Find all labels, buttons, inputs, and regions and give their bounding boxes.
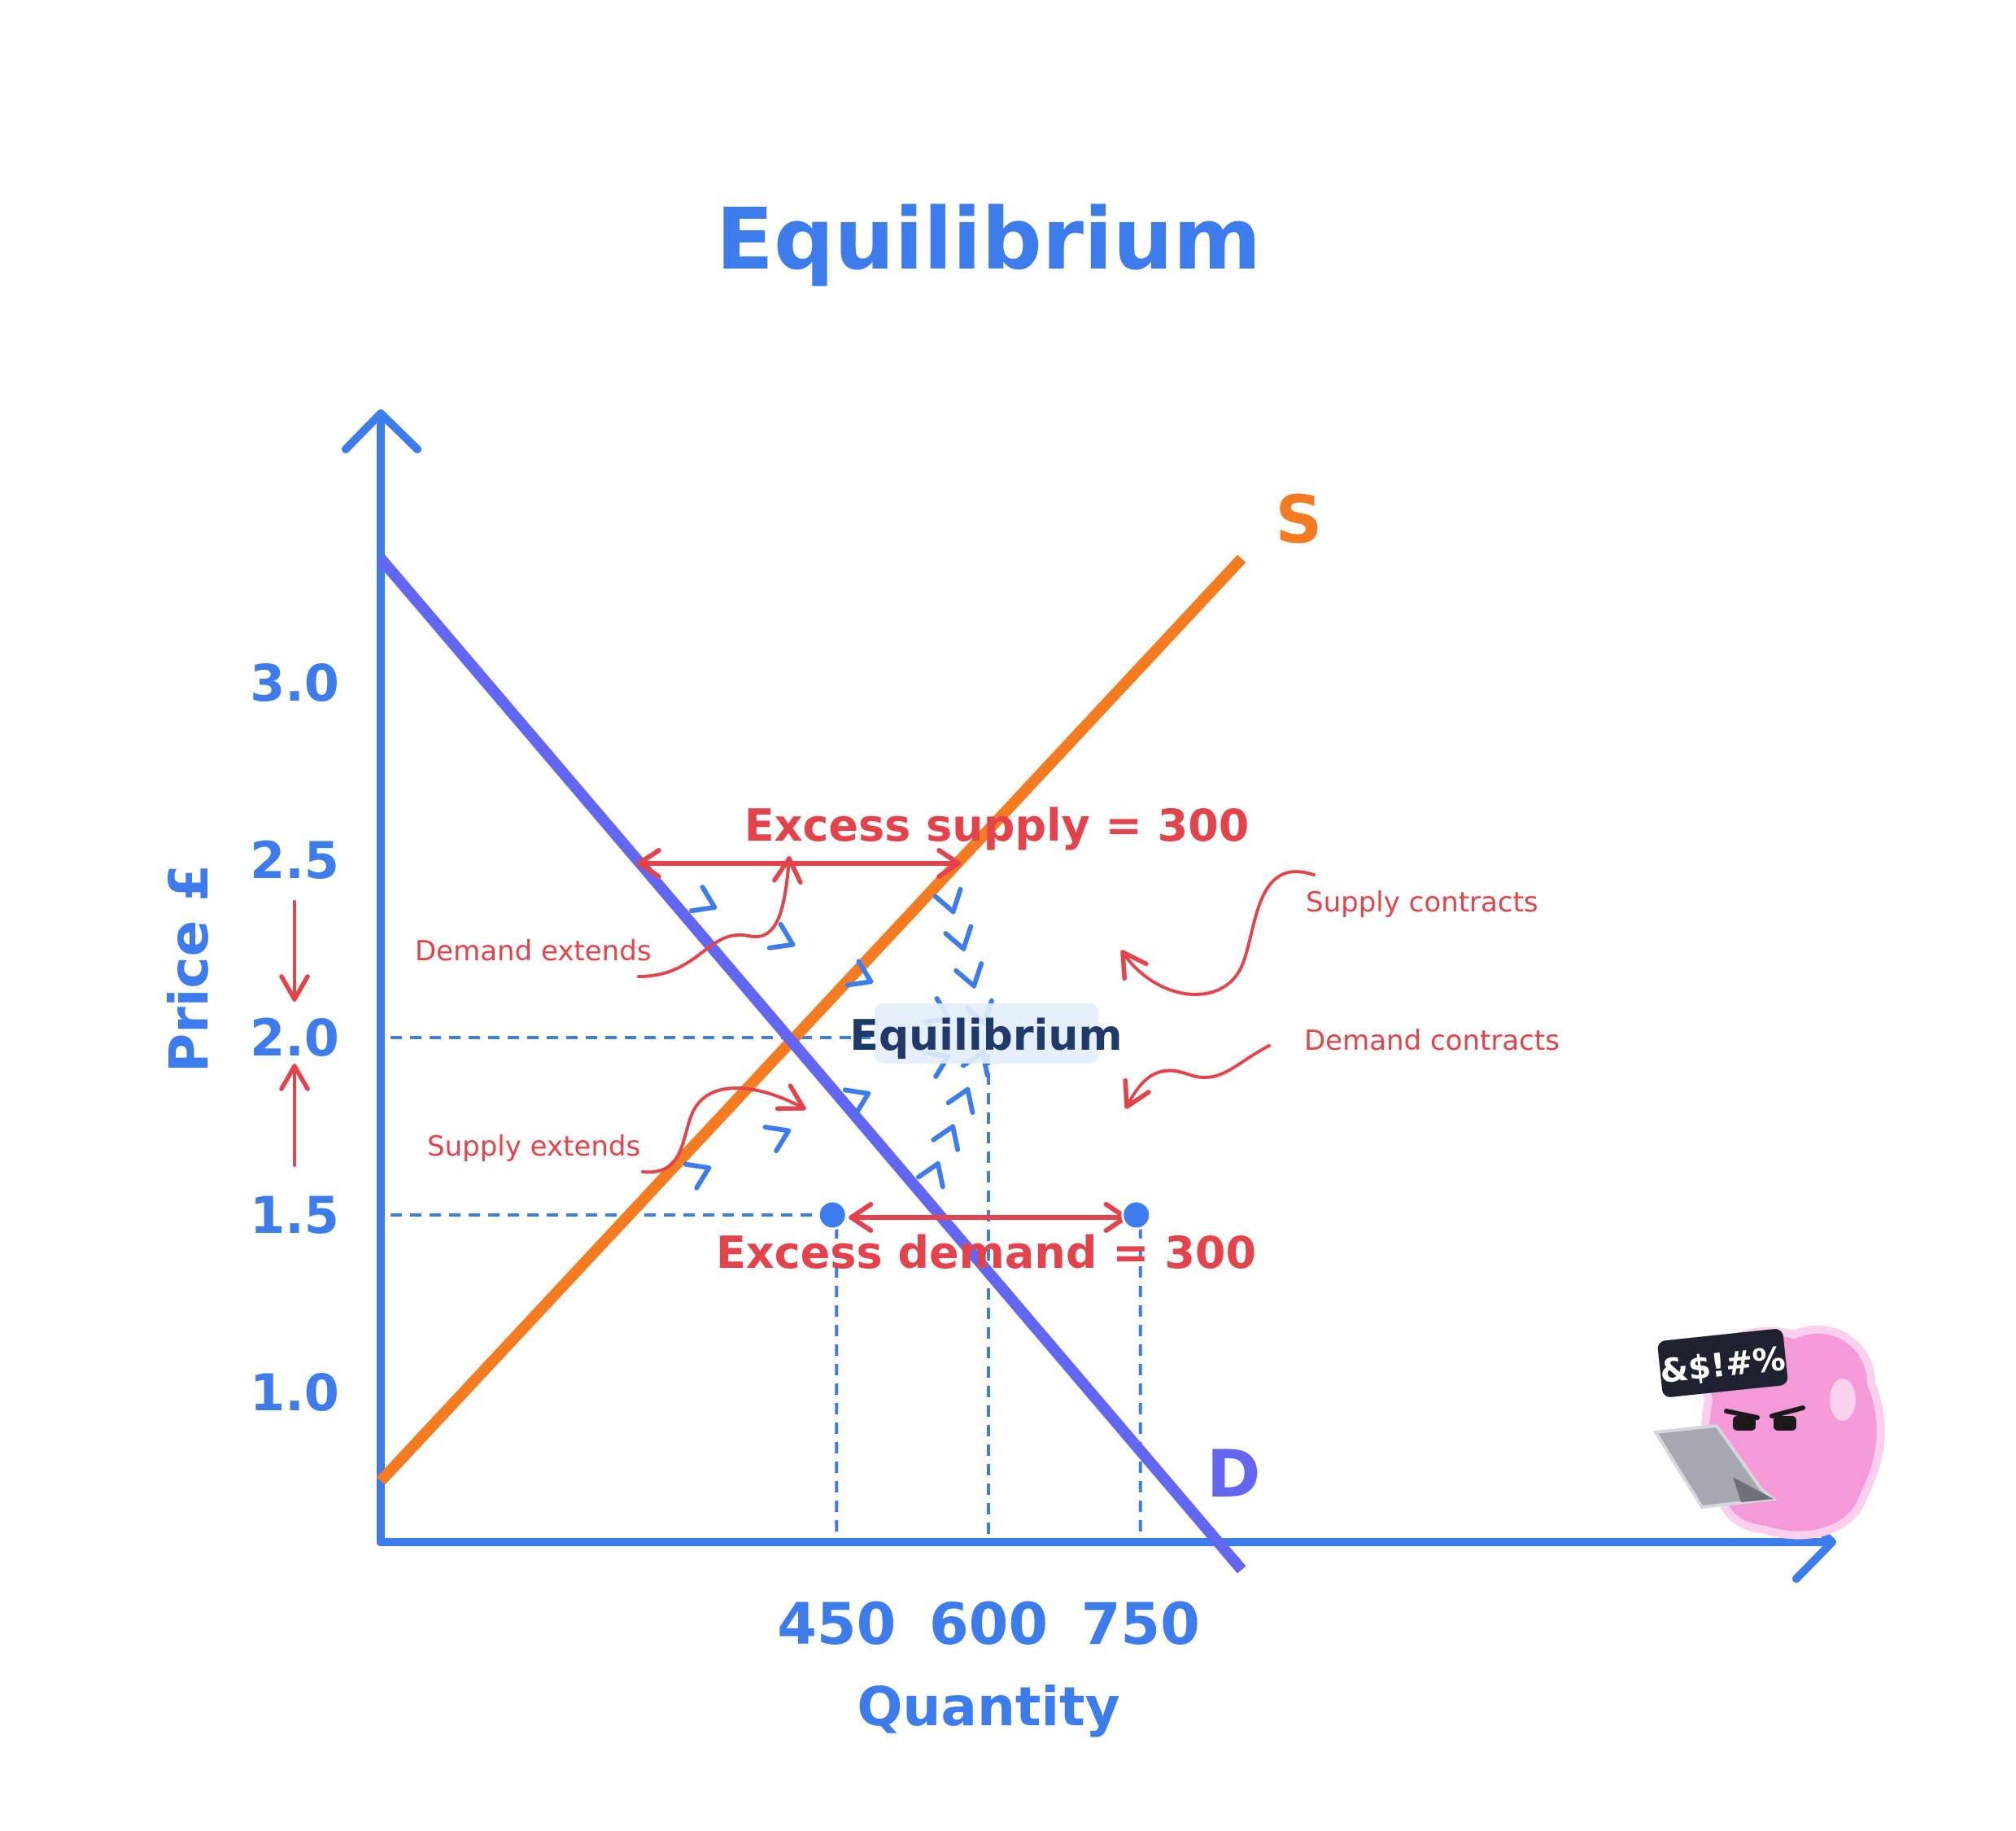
- mascot-highlight: [1830, 1379, 1856, 1421]
- tick-labels: 450 600 750 1.0 1.5 2.0 2.5 3.0: [250, 653, 1200, 1658]
- demand-contracts-arrow-icon: [945, 1086, 975, 1115]
- curves: SD: [376, 482, 1322, 1574]
- excess-markers: Excess supply = 300 Excess demand = 300: [636, 800, 1256, 1278]
- points: [817, 1200, 1152, 1230]
- chart-title: Equilibrium: [716, 190, 1261, 289]
- y-tick-label: 2.0: [250, 1008, 339, 1068]
- annotation-demand-contracts-arrow: [1123, 1044, 1271, 1109]
- annotation-supply-contracts: Supply contracts: [1306, 886, 1538, 919]
- y-axis-arrow-icon: [342, 409, 421, 453]
- annotation-demand-extends: Demand extends: [415, 935, 652, 968]
- supply-curve-label: S: [1275, 482, 1322, 557]
- excess-demand-arrow-left-head: [849, 1202, 874, 1233]
- supply-extends-arrow-icon: [683, 1161, 712, 1191]
- excess-supply-arrow-left-head: [636, 848, 661, 879]
- excess-demand-label: Excess demand = 300: [716, 1227, 1256, 1278]
- demand-extends-arrow-icon: [844, 959, 874, 988]
- annotation-demand-extends-arrow: [637, 856, 803, 978]
- guide-lines: [391, 1036, 1142, 1537]
- y-tick-label: 1.0: [250, 1363, 339, 1422]
- supply-contracts-arrow-icon: [943, 924, 974, 951]
- demand-curve-label: D: [1207, 1436, 1260, 1512]
- demand-extends-arrow-icon: [766, 921, 796, 950]
- annotation-supply-extends-arrow: [641, 1083, 806, 1174]
- supply-extends-arrow-icon: [842, 1087, 871, 1117]
- x-tick-label: 750: [1081, 1591, 1200, 1658]
- excess-supply-arrow-right-head: [936, 848, 962, 879]
- annotation-supply-contracts-arrow: [1120, 870, 1316, 996]
- demand-contracts-arrow-icon: [916, 1160, 945, 1190]
- annotation-supply-extends: Supply extends: [427, 1130, 640, 1163]
- x-tick-label: 600: [929, 1591, 1048, 1658]
- y-tick-label: 2.5: [250, 831, 339, 890]
- supply-point-450: [817, 1200, 848, 1230]
- demand-contracts-arrow-icon: [931, 1124, 961, 1152]
- x-tick-label: 450: [777, 1591, 896, 1658]
- mascot-eyes: [1724, 1405, 1805, 1431]
- laptop-screen-icon: [1733, 1477, 1774, 1502]
- supply-extends-arrow-icon: [762, 1125, 792, 1154]
- excess-supply-label: Excess supply = 300: [744, 800, 1250, 851]
- mascot-speech-bubble: [1657, 1329, 1788, 1397]
- annotations: Demand extends Supply contracts Demand c…: [279, 856, 1560, 1174]
- y-tick-label: 1.5: [250, 1186, 339, 1245]
- equilibrium-label: Equilibrium: [849, 1012, 1122, 1060]
- demand-point-750: [1121, 1200, 1152, 1230]
- supply-contracts-arrow-icon: [932, 886, 963, 915]
- axes: [342, 409, 1836, 1583]
- y-tick-label: 3.0: [250, 653, 339, 713]
- annotation-demand-contracts: Demand contracts: [1304, 1025, 1560, 1057]
- x-axis-label: Quantity: [857, 1676, 1119, 1738]
- supply-curve: [376, 554, 1246, 1485]
- demand-extends-arrow-icon: [688, 885, 718, 914]
- equilibrium-label-bg: [875, 1003, 1098, 1064]
- mascot: &$!#%: [1652, 1325, 1885, 1540]
- demand-curve: [376, 554, 1246, 1574]
- y-axis-label: Price £: [158, 864, 220, 1073]
- supply-contracts-arrow-icon: [953, 961, 984, 989]
